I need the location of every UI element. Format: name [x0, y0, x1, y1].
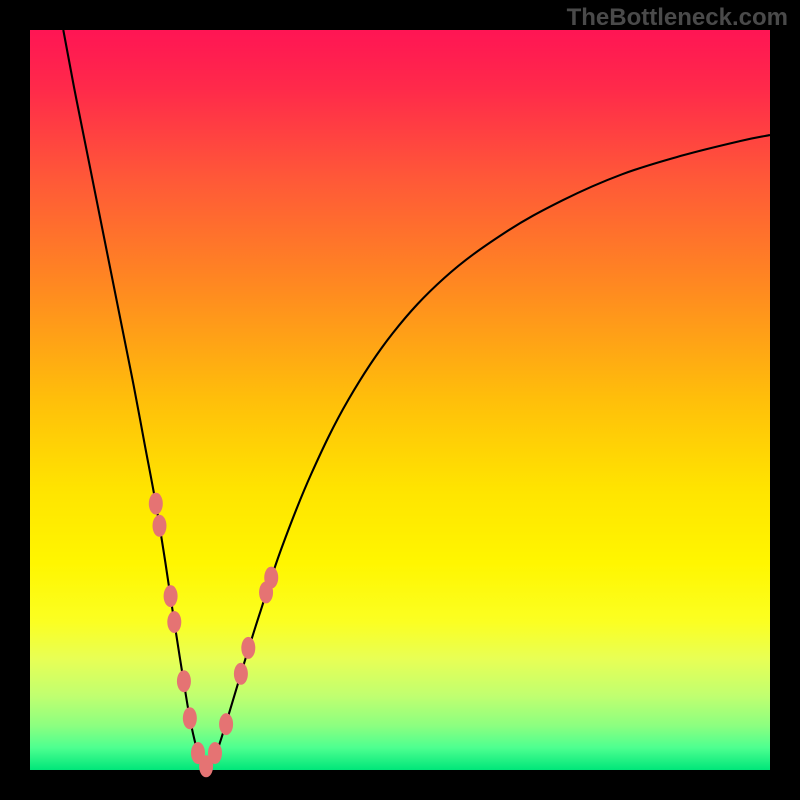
- data-marker: [264, 567, 278, 589]
- data-marker: [149, 493, 163, 515]
- plot-gradient-background: [30, 30, 770, 770]
- data-marker: [177, 670, 191, 692]
- data-marker: [208, 742, 222, 764]
- data-marker: [183, 707, 197, 729]
- data-marker: [167, 611, 181, 633]
- watermark-text: TheBottleneck.com: [567, 4, 788, 32]
- bottleneck-chart: [0, 0, 800, 800]
- data-marker: [219, 713, 233, 735]
- data-marker: [153, 515, 167, 537]
- data-marker: [234, 663, 248, 685]
- data-marker: [164, 585, 178, 607]
- data-marker: [241, 637, 255, 659]
